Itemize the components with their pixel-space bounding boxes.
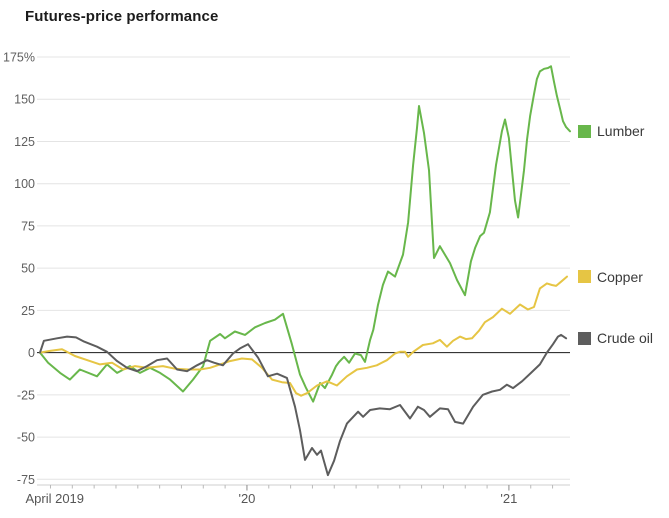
legend-item-crude-oil: Crude oil: [578, 329, 653, 347]
svg-text:'21: '21: [500, 491, 517, 506]
svg-text:'20: '20: [238, 491, 255, 506]
svg-text:125: 125: [14, 135, 35, 149]
legend-item-lumber: Lumber: [578, 122, 644, 140]
legend-item-copper: Copper: [578, 268, 643, 286]
crude-oil-swatch-icon: [578, 331, 591, 345]
lumber-legend-label: Lumber: [597, 123, 645, 140]
svg-text:25: 25: [21, 304, 35, 318]
svg-text:April 2019: April 2019: [25, 491, 84, 506]
svg-text:75: 75: [21, 219, 35, 233]
copper-swatch-icon: [578, 270, 591, 284]
svg-text:-50: -50: [17, 431, 35, 445]
svg-text:150: 150: [14, 93, 35, 107]
chart-title: Futures-price performance: [25, 8, 219, 25]
svg-text:0: 0: [28, 346, 35, 360]
svg-text:-25: -25: [17, 388, 35, 402]
svg-text:175%: 175%: [3, 51, 35, 65]
crude-oil-legend-label: Crude oil: [597, 330, 654, 347]
svg-text:50: 50: [21, 262, 35, 276]
lumber-swatch-icon: [578, 124, 591, 138]
svg-text:100: 100: [14, 177, 35, 191]
copper-legend-label: Copper: [597, 268, 643, 285]
svg-text:-75: -75: [17, 473, 35, 487]
